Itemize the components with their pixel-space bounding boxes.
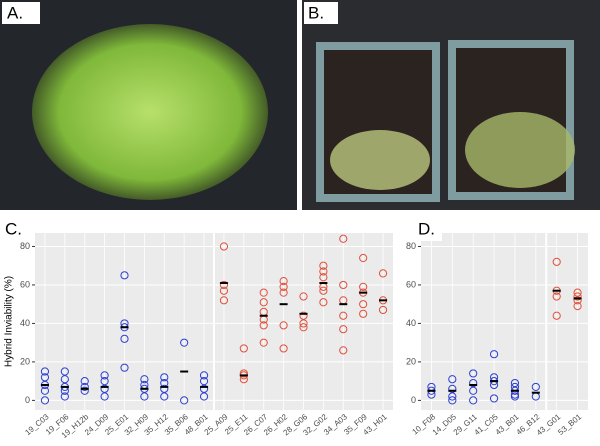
point xyxy=(489,394,499,403)
point xyxy=(378,305,388,315)
point xyxy=(469,386,478,395)
label-box xyxy=(304,2,338,24)
point xyxy=(279,282,288,291)
point xyxy=(573,302,582,311)
point xyxy=(319,267,328,276)
point xyxy=(239,344,248,353)
point xyxy=(219,286,229,295)
point xyxy=(299,319,308,328)
point xyxy=(510,392,520,401)
point xyxy=(80,386,89,395)
point xyxy=(448,392,457,401)
point xyxy=(219,242,229,251)
point xyxy=(319,261,328,270)
plant-mass xyxy=(32,24,268,200)
point xyxy=(359,253,368,263)
point xyxy=(100,371,109,380)
point xyxy=(140,392,149,401)
point xyxy=(120,334,129,343)
point xyxy=(120,363,129,372)
label-box xyxy=(2,2,40,24)
point xyxy=(60,392,69,401)
point xyxy=(469,369,478,378)
point xyxy=(552,257,561,266)
point xyxy=(259,321,268,330)
point xyxy=(259,288,268,297)
y-tick-label: 80 xyxy=(406,241,416,251)
plants xyxy=(465,112,575,188)
point xyxy=(180,338,189,347)
point xyxy=(160,373,169,382)
point xyxy=(279,288,288,297)
point xyxy=(219,280,229,290)
point xyxy=(573,292,582,301)
photo-a xyxy=(0,0,297,210)
point xyxy=(259,298,268,307)
point xyxy=(448,396,457,405)
point xyxy=(279,276,288,286)
point xyxy=(319,273,328,282)
point xyxy=(40,386,50,395)
point xyxy=(469,396,478,405)
y-tick-label: 40 xyxy=(406,318,416,328)
point xyxy=(279,344,288,353)
point xyxy=(279,321,288,330)
point xyxy=(100,392,109,401)
point xyxy=(339,325,348,334)
y-tick-label: 60 xyxy=(20,279,30,289)
point xyxy=(219,296,229,305)
point xyxy=(531,382,540,392)
y-axis-label: Hybrid Inviability (%) xyxy=(4,276,15,367)
point xyxy=(339,280,348,290)
point xyxy=(199,371,209,380)
point xyxy=(359,309,368,318)
point xyxy=(199,392,209,401)
point xyxy=(299,323,308,332)
y-tick-label: 0 xyxy=(25,395,30,405)
y-tick-label: 80 xyxy=(20,241,30,251)
y-tick-label: 20 xyxy=(406,356,416,366)
point xyxy=(319,286,328,295)
point xyxy=(339,346,348,355)
point xyxy=(160,392,169,401)
plants xyxy=(330,130,430,190)
point xyxy=(40,367,50,376)
point xyxy=(339,311,348,320)
point xyxy=(359,282,368,291)
panel-label: B. xyxy=(308,3,324,22)
y-tick-label: 60 xyxy=(406,279,416,289)
label-box xyxy=(416,219,442,241)
point xyxy=(180,396,189,405)
y-tick-label: 40 xyxy=(20,318,30,328)
panel-label: A. xyxy=(7,3,23,22)
point xyxy=(120,271,129,280)
point xyxy=(552,311,561,320)
point xyxy=(140,375,149,384)
point xyxy=(339,234,348,243)
panel-label: C. xyxy=(5,219,22,238)
point xyxy=(40,396,50,405)
label-box xyxy=(0,219,26,241)
photo-b xyxy=(302,0,600,210)
point xyxy=(80,382,89,392)
point xyxy=(378,269,388,278)
point xyxy=(448,375,457,384)
point xyxy=(573,296,582,305)
plot-background xyxy=(421,233,588,410)
point xyxy=(359,300,368,309)
point xyxy=(319,298,328,307)
y-tick-label: 0 xyxy=(411,395,416,405)
y-tick-label: 20 xyxy=(20,356,30,366)
point xyxy=(552,292,561,301)
panel-label: D. xyxy=(418,219,435,238)
point xyxy=(489,350,499,359)
point xyxy=(80,377,89,386)
point xyxy=(299,292,308,301)
point xyxy=(259,338,268,347)
